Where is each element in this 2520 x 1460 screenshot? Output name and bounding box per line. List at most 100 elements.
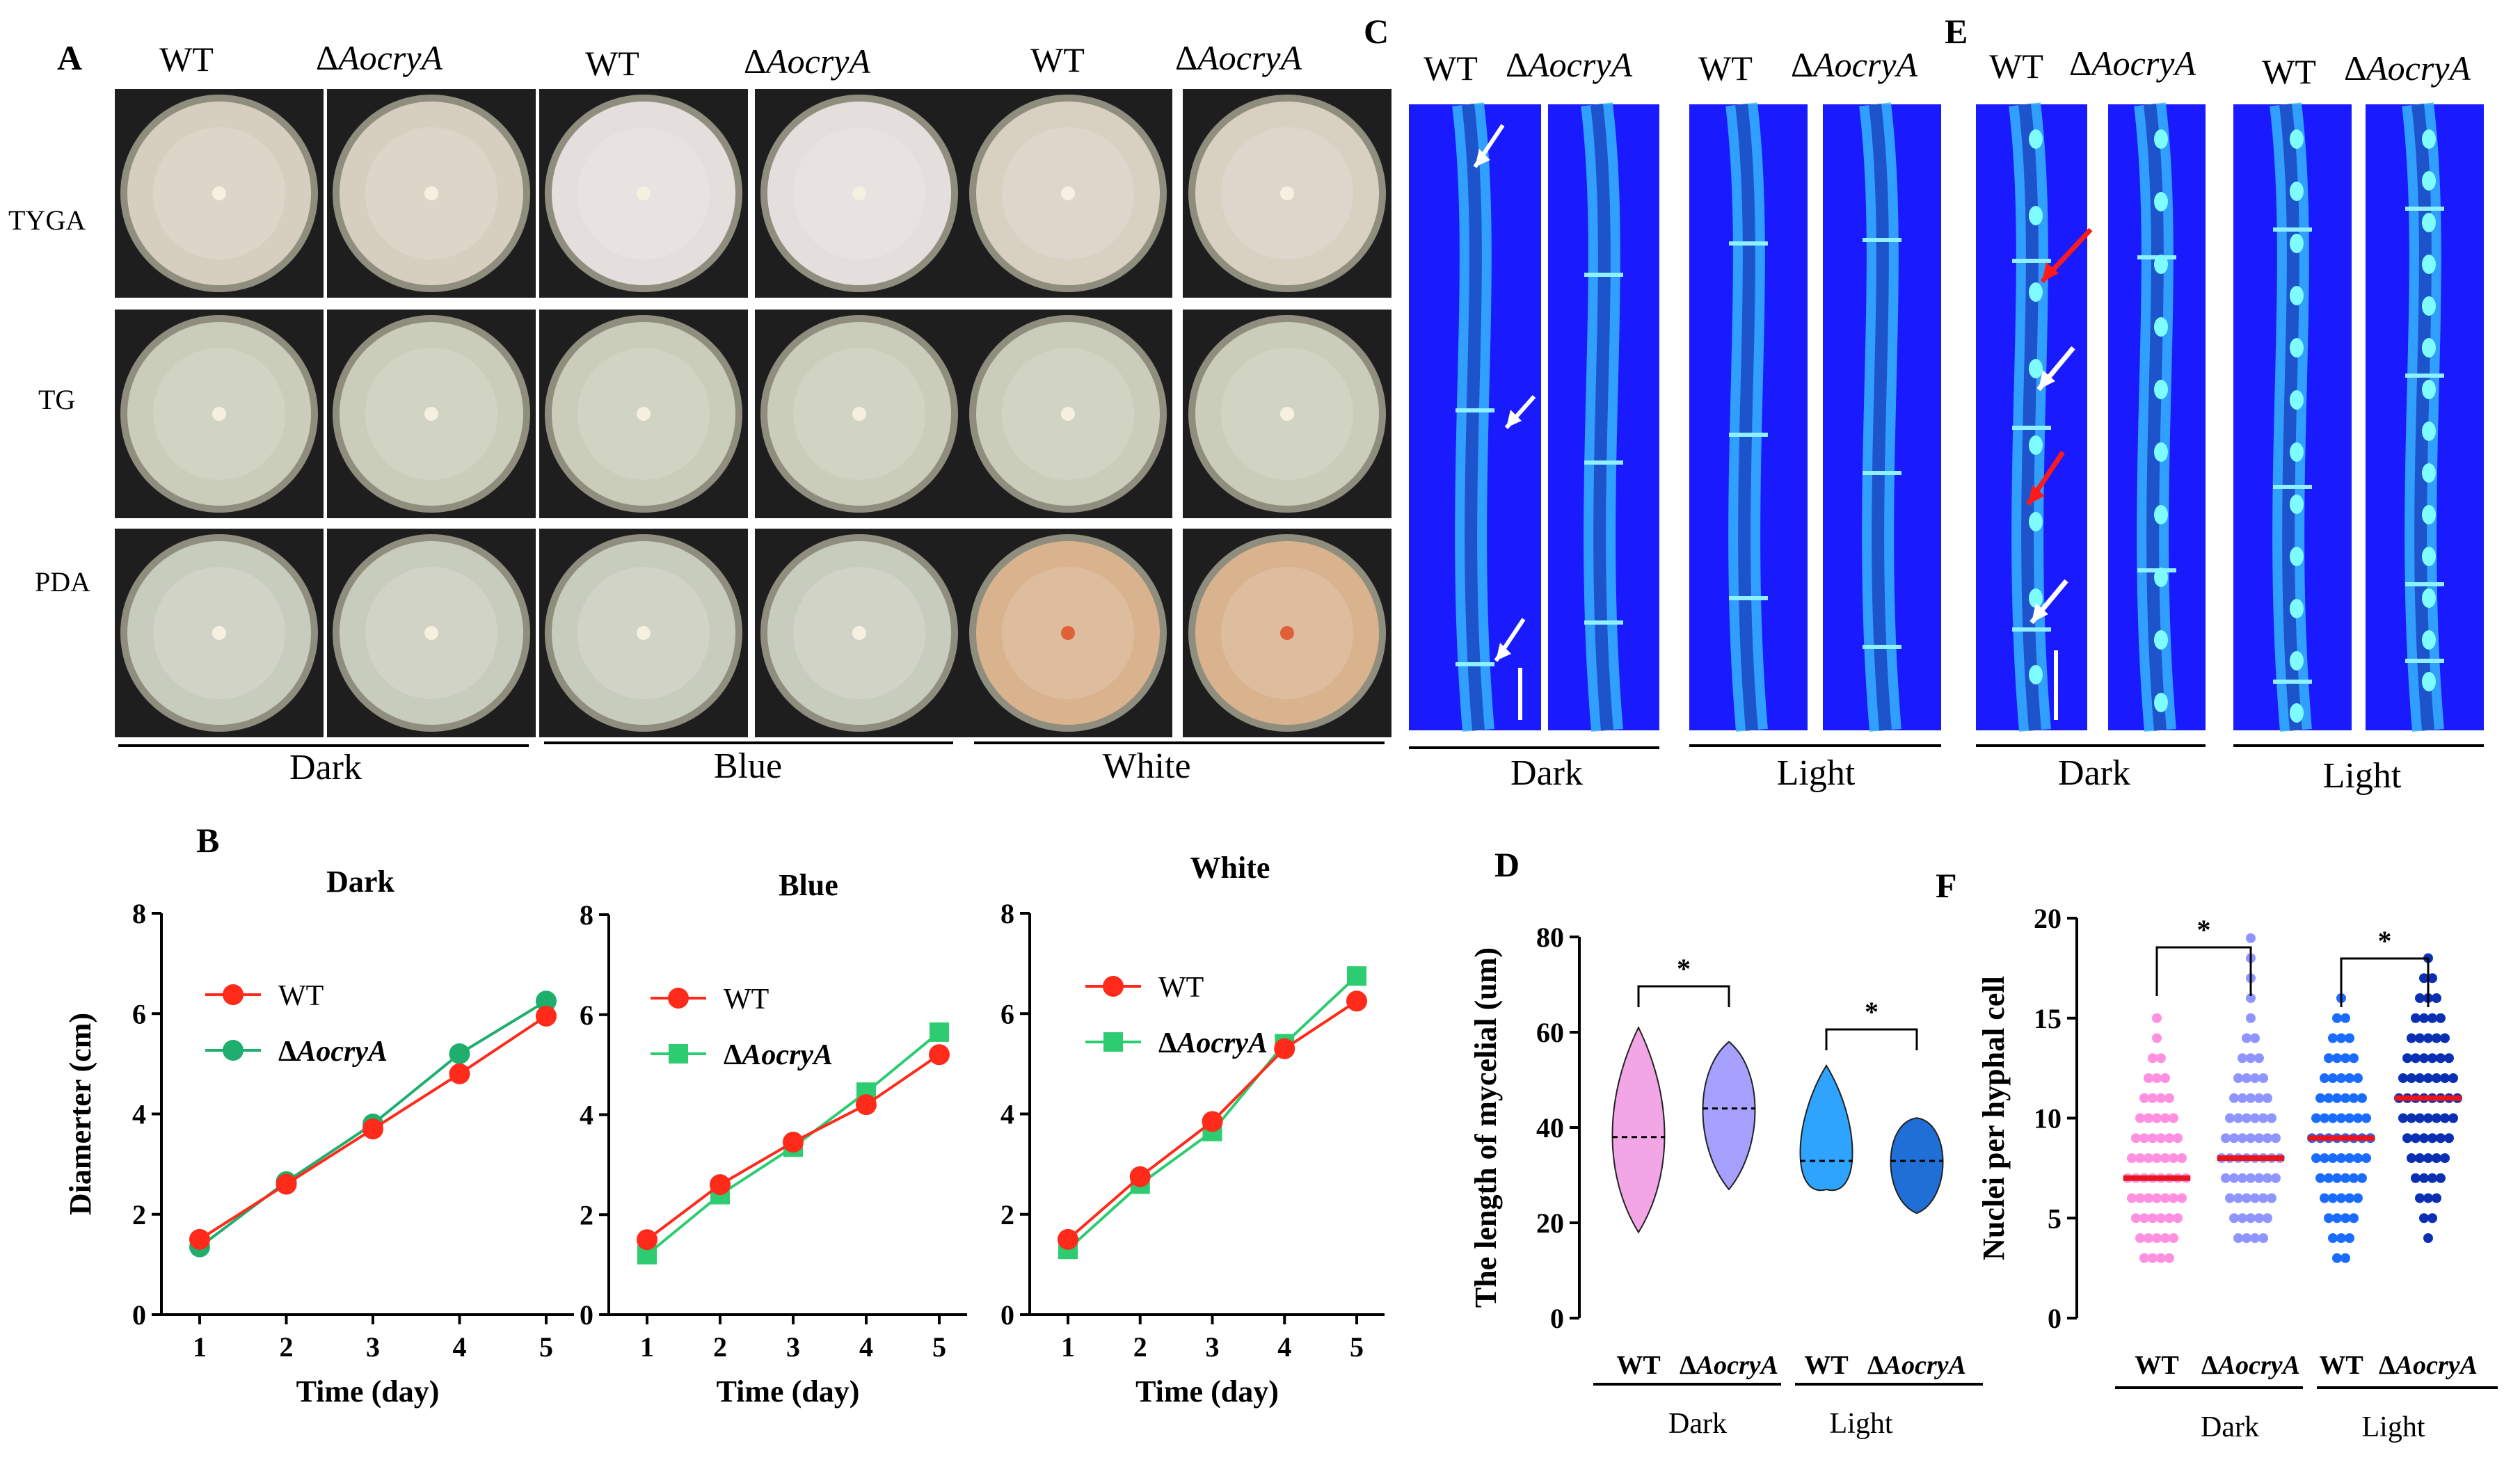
data-point [2349, 1093, 2359, 1103]
data-point [2415, 1033, 2425, 1043]
data-point [2407, 1113, 2416, 1123]
data-point [2432, 1073, 2441, 1083]
group-label: Dark [1668, 1408, 1727, 1440]
data-point [2258, 1073, 2268, 1083]
petri-plate [1183, 529, 1391, 737]
data-point [2177, 1153, 2187, 1163]
data-point [2246, 1013, 2256, 1023]
y-tick-label: 6 [132, 998, 146, 1029]
data-point [2398, 1073, 2408, 1083]
data-point [2169, 1193, 2178, 1203]
data-point [2144, 1233, 2153, 1243]
data-point [2173, 1213, 2183, 1224]
data-point [2340, 1093, 2350, 1103]
data-point [536, 990, 557, 1012]
group-label-blue: Blue [714, 746, 782, 786]
data-point [2427, 1213, 2437, 1224]
data-point [2246, 993, 2256, 1003]
x-tick-label: 5 [539, 1331, 553, 1363]
data-point [2448, 1113, 2458, 1123]
data-point [2328, 1033, 2338, 1043]
data-point [2267, 1193, 2276, 1203]
data-point [2246, 1053, 2256, 1064]
data-point [2411, 1013, 2421, 1023]
x-axis-label: Time (day) [296, 1374, 440, 1409]
data-point [1346, 990, 1367, 1012]
data-point [2324, 1093, 2334, 1103]
row-label-tyga: TYGA [8, 204, 86, 236]
data-point [2233, 1193, 2243, 1203]
data-point [2320, 1073, 2329, 1083]
data-point [276, 1173, 297, 1195]
significance-star: * [2197, 914, 2211, 945]
petri-plate [115, 89, 324, 298]
data-point [2156, 1093, 2166, 1103]
hypha-image [1823, 102, 1941, 732]
nuclei-dot-chart: 0 5 10 15 20 Nuclei per hyphal cell * * WT ΔAocry… [1977, 903, 2498, 1443]
data-point [2229, 1093, 2239, 1103]
data-point [2427, 1013, 2437, 1023]
data-point [2164, 1213, 2174, 1224]
c-group-light: Light [1777, 753, 1856, 793]
data-point [2169, 1153, 2178, 1163]
legend-label: WT [278, 980, 324, 1012]
data-point [2336, 1033, 2346, 1043]
chart-title: White [1190, 851, 1270, 885]
data-point [1274, 1038, 1295, 1059]
header-e-wt-dark: WT [1989, 47, 2043, 86]
data-point [2436, 1053, 2446, 1064]
data-point [2135, 1153, 2145, 1163]
petri-plate [1183, 89, 1391, 298]
data-point [2345, 1033, 2354, 1043]
y-tick-label: 6 [580, 1000, 593, 1031]
data-point [2148, 1053, 2158, 1064]
data-point [2144, 1193, 2153, 1203]
petri-plate [539, 529, 748, 737]
data-point [2419, 1013, 2429, 1023]
data-point [189, 1228, 210, 1250]
category-label: ΔAocryA [2379, 1351, 2478, 1380]
data-point [2229, 1213, 2239, 1224]
row-label-pda: PDA [35, 566, 90, 597]
data-point [2221, 1133, 2231, 1144]
data-point [2152, 1033, 2162, 1043]
y-tick-label: 0 [1000, 1299, 1014, 1331]
y-tick-label: 10 [2034, 1103, 2062, 1134]
data-point [2148, 1253, 2158, 1263]
x-tick-label: 4 [859, 1331, 873, 1363]
data-point [2432, 993, 2441, 1003]
y-tick-label: 0 [1550, 1303, 1564, 1334]
significance-star: * [2378, 925, 2392, 956]
panel-a-headers: WT ΔAocryA WT ΔAocryA WT ΔAocryA [159, 38, 1302, 83]
line-chart: 0 2 4 6 8 1 2 3 4 5 Dark Time (day) Diamerter (cm) WT… [63, 865, 574, 1409]
legend-entry: ΔAocryA [205, 1036, 388, 1068]
header-e-wt-light: WT [2262, 52, 2316, 91]
data-point [2315, 1093, 2325, 1103]
data-point [2432, 1113, 2441, 1123]
data-point [2411, 1173, 2421, 1183]
data-point [2340, 1013, 2350, 1023]
y-tick-label: 40 [1536, 1112, 1564, 1144]
petri-plate [755, 310, 964, 518]
data-point [2353, 1073, 2363, 1083]
significance-bracket [2340, 957, 2430, 1007]
data-point [2139, 1213, 2149, 1224]
data-point [2160, 1073, 2170, 1083]
y-axis-label: Nuclei per hyphal cell [1977, 976, 2011, 1260]
data-point [2271, 1173, 2281, 1183]
data-point [2144, 1073, 2153, 1083]
data-point [2148, 1093, 2158, 1103]
data-point [2353, 1193, 2363, 1203]
data-point [2324, 1053, 2334, 1064]
data-point [2144, 1153, 2153, 1163]
data-point [2345, 1073, 2354, 1083]
data-point [2407, 1073, 2416, 1083]
data-point [2156, 1213, 2166, 1224]
data-point [2242, 1233, 2251, 1243]
y-tick-label: 4 [132, 1099, 146, 1130]
violin [1611, 1025, 1666, 1234]
data-point [2336, 1233, 2346, 1243]
category-label: WT [2135, 1351, 2178, 1380]
y-tick-label: 4 [580, 1100, 593, 1131]
